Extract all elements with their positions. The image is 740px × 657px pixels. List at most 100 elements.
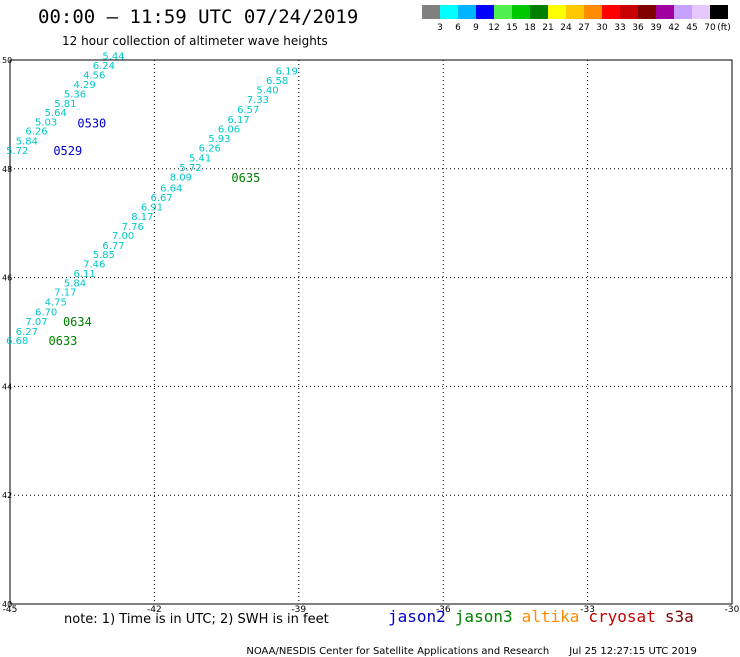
scale-label: 12: [488, 23, 500, 33]
plot-frame: [9, 59, 733, 605]
footnote: note: 1) Time is in UTC; 2) SWH is in fe…: [64, 612, 329, 627]
wave-height-value: 5.93: [208, 134, 230, 145]
scale-swatch: [674, 5, 692, 19]
footer: NOAA/NESDIS Center for Satellite Applica…: [240, 635, 697, 657]
scale-swatch: [692, 5, 710, 19]
wave-height-value: 5.36: [64, 90, 86, 101]
wave-height-value: 5.40: [256, 85, 278, 96]
scale-swatch: [710, 5, 728, 19]
pass-time-label: 0635: [231, 171, 260, 185]
scale-label: 36: [632, 23, 644, 33]
scale-swatch: [638, 5, 656, 19]
wave-height-value: 6.58: [266, 76, 288, 87]
scale-swatch: [512, 5, 530, 19]
scale-swatch: [422, 5, 440, 19]
scale-swatch: [458, 5, 476, 19]
wave-height-value: 6.70: [35, 307, 57, 318]
wave-height-value: 7.46: [83, 259, 105, 270]
pass-time-label: 0634: [63, 315, 92, 329]
x-tick-label: -36: [436, 605, 451, 615]
wave-height-value: 8.17: [131, 212, 153, 223]
pass-time-label: 0633: [49, 334, 78, 348]
wave-height-value: 6.27: [16, 327, 38, 338]
scale-swatch: [602, 5, 620, 19]
scale-label: 42: [668, 23, 680, 33]
scale-label: 24: [560, 23, 572, 33]
scale-label: 15: [506, 23, 518, 33]
wave-height-value: 7.76: [122, 222, 144, 233]
wave-height-value: 5.81: [54, 99, 76, 110]
pass-time-label: 0530: [77, 117, 106, 131]
scale-unit: (ft): [717, 23, 731, 33]
footer-timestamp: Jul 25 12:27:15 UTC 2019: [569, 646, 697, 657]
wave-height-value: 6.57: [237, 105, 259, 116]
legend-item-altika: altika: [521, 607, 580, 626]
wave-height-value: 7.33: [247, 95, 269, 106]
legend-item-jason2: jason2: [388, 607, 446, 626]
scale-label: 30: [596, 23, 608, 33]
chart-title: 00:00 – 11:59 UTC 07/24/2019: [38, 6, 359, 28]
y-tick-label: 50: [2, 56, 12, 65]
scale-label: 33: [614, 23, 626, 33]
wave-height-value: 6.19: [276, 66, 298, 77]
scale-swatch: [584, 5, 602, 19]
wave-height-value: 6.26: [199, 144, 221, 155]
wave-height-value: 8.09: [170, 172, 192, 183]
legend-item-s3a: s3a: [664, 607, 694, 626]
wave-height-value: 5.84: [16, 137, 38, 148]
x-tick-label: -45: [3, 605, 18, 615]
wave-height-value: 6.77: [102, 241, 124, 252]
scale-label: 18: [524, 23, 536, 33]
wave-height-value: 5.72: [6, 146, 28, 157]
scale-label: 45: [686, 23, 698, 33]
wave-height-value: 6.68: [6, 336, 28, 347]
scale-swatch: [548, 5, 566, 19]
scale-label: 39: [650, 23, 662, 33]
chart-subtitle: 12 hour collection of altimeter wave hei…: [62, 34, 328, 48]
scale-label: 9: [473, 23, 479, 33]
wave-height-value: 5.72: [179, 163, 201, 174]
scale-swatch: [656, 5, 674, 19]
wave-height-value: 5.03: [35, 117, 57, 128]
wave-height-value: 5.84: [64, 278, 86, 289]
pass-time-label: 0529: [53, 144, 82, 158]
footer-credit: NOAA/NESDIS Center for Satellite Applica…: [246, 646, 550, 657]
scale-swatch: [476, 5, 494, 19]
scale-swatch: [440, 5, 458, 19]
wave-height-value: 6.06: [218, 125, 240, 136]
wave-height-value: 6.24: [93, 61, 115, 72]
scale-label: 70: [704, 23, 716, 33]
wave-height-value: 6.91: [141, 202, 163, 213]
wave-height-value: 6.64: [160, 183, 182, 194]
legend-item-cryosat: cryosat: [588, 607, 656, 626]
scale-swatch: [566, 5, 584, 19]
wave-height-value: 7.00: [112, 231, 134, 242]
y-tick-label: 48: [2, 165, 12, 174]
wave-height-value: 7.17: [54, 288, 76, 299]
wave-height-value: 6.67: [150, 193, 172, 204]
scale-swatch: [494, 5, 512, 19]
y-tick-label: 42: [2, 491, 12, 500]
scale-swatch: [620, 5, 638, 19]
scale-label: 6: [455, 23, 461, 33]
wave-height-value: 6.26: [25, 127, 47, 138]
wave-height-value: 6.17: [228, 115, 250, 126]
satellite-legend: jason2 jason3 altika cryosat s3a: [388, 607, 703, 626]
x-tick-label: -30: [725, 605, 740, 615]
x-tick-label: -39: [291, 605, 306, 615]
wave-height-value: 5.64: [45, 108, 67, 119]
scale-swatch: [530, 5, 548, 19]
wave-height-value: 4.75: [45, 298, 67, 309]
wave-height-value: 7.07: [25, 317, 47, 328]
wave-height-value: 5.44: [102, 52, 124, 63]
x-tick-label: -33: [580, 605, 595, 615]
wave-height-value: 5.41: [189, 153, 211, 164]
scale-label: 3: [437, 23, 443, 33]
x-tick-label: -42: [147, 605, 162, 615]
y-tick-label: 40: [2, 600, 12, 609]
scale-label: 21: [542, 23, 554, 33]
wave-height-value: 4.56: [83, 71, 105, 82]
scale-label: 27: [578, 23, 590, 33]
wave-height-value: 5.85: [93, 250, 115, 261]
